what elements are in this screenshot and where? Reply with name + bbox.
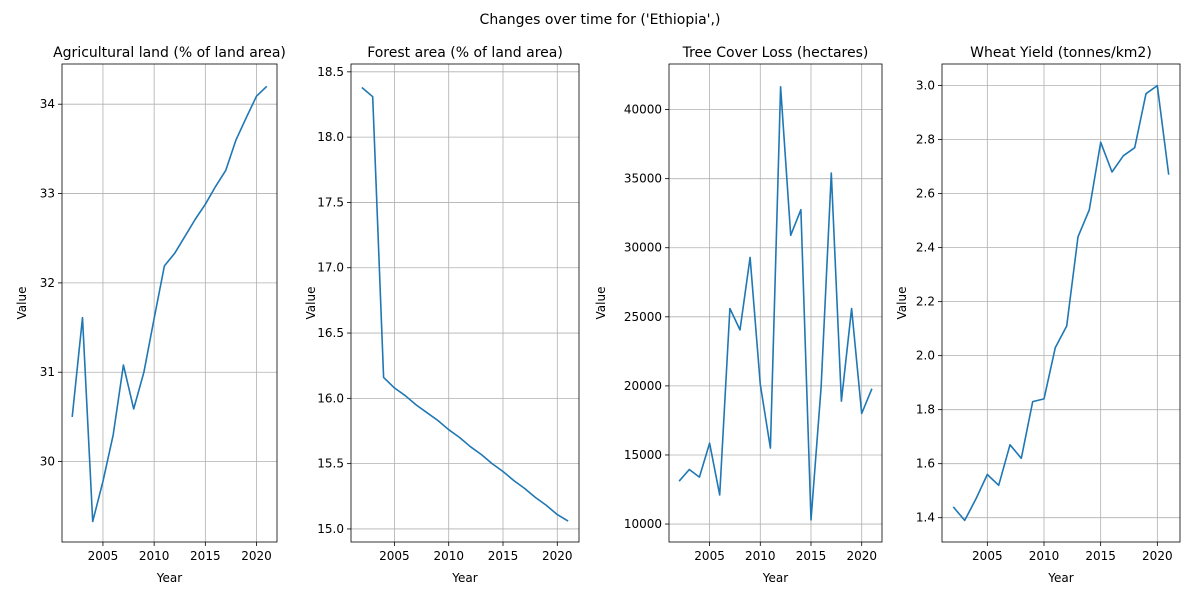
- chart-panel-1: 2005 2010 2015 2020 30 31 32 33 34 Agricultural l…: [15, 45, 286, 585]
- axes-frame: [350, 63, 580, 543]
- series-line: [71, 85, 268, 523]
- y-axis-label: Value: [895, 287, 909, 320]
- y-tick-label: 17.0: [317, 261, 344, 275]
- y-tick-label: 2.6: [916, 187, 935, 201]
- y-tick-label: 20000: [624, 379, 662, 393]
- x-tick-label: 2010: [745, 549, 776, 563]
- axes-frame: [61, 63, 278, 543]
- chart-title: Agricultural land (% of land area): [53, 45, 286, 61]
- axes-frame: [941, 63, 1181, 543]
- x-tick-label: 2020: [846, 549, 877, 563]
- chart-panel-3: 2005 2010 2015 2020 10000 15000 20000 25000 3000…: [594, 45, 883, 585]
- y-tick-label: 30000: [624, 241, 662, 255]
- y-tick-label: 18.5: [317, 65, 344, 79]
- x-axis-label: Year: [156, 571, 182, 585]
- x-tick-label: 2020: [1142, 549, 1173, 563]
- y-tick-label: 16.0: [317, 391, 344, 405]
- x-tick-label: 2010: [1029, 549, 1060, 563]
- y-tick-label: 1.8: [916, 403, 935, 417]
- chart-title: Tree Cover Loss (hectares): [682, 45, 869, 61]
- y-tick-label: 15000: [624, 448, 662, 462]
- x-axis-label: Year: [1047, 571, 1073, 585]
- y-tick-label: 1.4: [916, 511, 935, 525]
- y-tick-label: 2.2: [916, 295, 935, 309]
- y-tick-label: 40000: [624, 103, 662, 117]
- y-tick-label: 2.8: [916, 133, 935, 147]
- x-tick-label: 2015: [796, 549, 827, 563]
- x-tick-label: 2020: [241, 549, 272, 563]
- series-line: [361, 86, 569, 522]
- x-tick-label: 2020: [542, 549, 573, 563]
- y-axis-label: Value: [594, 287, 608, 320]
- y-tick-label: 25000: [624, 310, 662, 324]
- y-tick-label: 3.0: [916, 79, 935, 93]
- y-tick-label: 33: [40, 187, 55, 201]
- figure-suptitle: Changes over time for ('Ethiopia',): [480, 12, 721, 28]
- y-tick-label: 35000: [624, 172, 662, 186]
- y-tick-label: 32: [40, 276, 55, 290]
- x-tick-label: 2015: [1085, 549, 1116, 563]
- series-line: [952, 84, 1170, 522]
- chart-title: Forest area (% of land area): [367, 45, 563, 61]
- y-tick-label: 16.5: [317, 326, 344, 340]
- panels-container: 2005 2010 2015 2020 30 31 32 33 34 Agricultural l…: [15, 45, 1181, 585]
- x-tick-label: 2005: [88, 549, 119, 563]
- y-tick-label: 15.5: [317, 457, 344, 471]
- y-tick-label: 31: [40, 365, 55, 379]
- chart-panel-4: 2005 2010 2015 2020 1.4 1.6 1.8 2.0 2.2 2.4 2.6 2.8…: [895, 45, 1181, 585]
- y-tick-label: 2.0: [916, 349, 935, 363]
- y-tick-label: 18.0: [317, 130, 344, 144]
- y-tick-label: 17.5: [317, 195, 344, 209]
- x-tick-label: 2015: [190, 549, 221, 563]
- y-tick-label: 30: [40, 455, 55, 469]
- x-tick-label: 2010: [139, 549, 170, 563]
- axes-frame: [668, 63, 883, 543]
- chart-panel-2: 2005 2010 2015 2020 15.0 15.5 16.0 16.5 17.0 17.5…: [304, 45, 580, 585]
- y-tick-label: 1.6: [916, 457, 935, 471]
- x-axis-label: Year: [451, 571, 477, 585]
- x-tick-label: 2015: [488, 549, 519, 563]
- x-axis-label: Year: [762, 571, 788, 585]
- x-tick-label: 2005: [379, 549, 410, 563]
- y-axis-label: Value: [304, 287, 318, 320]
- x-tick-label: 2005: [694, 549, 725, 563]
- x-tick-label: 2010: [433, 549, 464, 563]
- y-tick-label: 15.0: [317, 522, 344, 536]
- series-line: [678, 86, 873, 521]
- y-axis-label: Value: [15, 287, 29, 320]
- chart-title: Wheat Yield (tonnes/km2): [970, 45, 1152, 61]
- y-tick-label: 10000: [624, 517, 662, 531]
- y-tick-label: 2.4: [916, 241, 935, 255]
- x-tick-label: 2005: [972, 549, 1003, 563]
- y-tick-label: 34: [40, 97, 55, 111]
